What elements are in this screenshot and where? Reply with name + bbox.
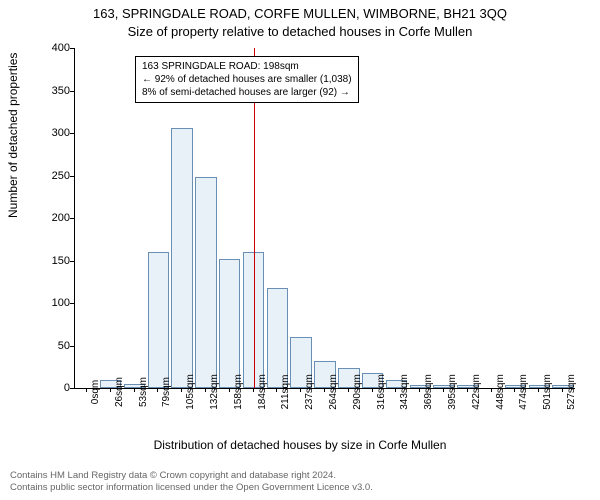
- annotation-line: 163 SPRINGDALE ROAD: 198sqm: [142, 60, 352, 73]
- x-tick-label: 237sqm: [304, 374, 315, 410]
- footer-line-1: Contains HM Land Registry data © Crown c…: [10, 470, 373, 482]
- x-tick-mark: [276, 388, 277, 392]
- x-tick-mark: [348, 388, 349, 392]
- x-tick-mark: [324, 388, 325, 392]
- y-tick-label: 200: [52, 212, 70, 224]
- x-tick-label: 0sqm: [90, 380, 101, 404]
- x-tick-label: 211sqm: [280, 375, 291, 410]
- footer-line-2: Contains public sector information licen…: [10, 482, 373, 494]
- x-tick-label: 158sqm: [233, 374, 244, 410]
- chart-subtitle: Size of property relative to detached ho…: [0, 24, 600, 39]
- x-tick-mark: [514, 388, 515, 392]
- y-tick-label: 150: [52, 255, 70, 267]
- x-tick-mark: [253, 388, 254, 392]
- y-tick-label: 100: [52, 297, 70, 309]
- x-tick-mark: [395, 388, 396, 392]
- x-tick-mark: [181, 388, 182, 392]
- x-axis-label: Distribution of detached houses by size …: [0, 438, 600, 452]
- x-tick-mark: [110, 388, 111, 392]
- x-tick-label: 395sqm: [447, 374, 458, 410]
- x-tick-label: 105sqm: [185, 374, 196, 410]
- y-tick-label: 400: [52, 42, 70, 54]
- annotation-line: ← 92% of detached houses are smaller (1,…: [142, 73, 352, 86]
- x-tick-mark: [86, 388, 87, 392]
- x-tick-label: 369sqm: [423, 374, 434, 410]
- x-tick-label: 448sqm: [495, 374, 506, 410]
- x-tick-mark: [491, 388, 492, 392]
- annotation-line: 8% of semi-detached houses are larger (9…: [142, 86, 352, 99]
- x-tick-mark: [205, 388, 206, 392]
- y-tick-label: 250: [52, 170, 70, 182]
- x-tick-mark: [229, 388, 230, 392]
- x-tick-label: 26sqm: [114, 377, 125, 407]
- x-tick-label: 132sqm: [209, 374, 220, 410]
- x-tick-label: 79sqm: [161, 377, 172, 407]
- x-tick-label: 290sqm: [352, 374, 363, 410]
- x-tick-mark: [467, 388, 468, 392]
- x-tick-mark: [443, 388, 444, 392]
- x-tick-label: 343sqm: [399, 374, 410, 410]
- x-tick-mark: [157, 388, 158, 392]
- x-tick-mark: [300, 388, 301, 392]
- x-tick-mark: [134, 388, 135, 392]
- histogram-bar: [148, 252, 169, 388]
- footer-attribution: Contains HM Land Registry data © Crown c…: [10, 470, 373, 494]
- histogram-bar: [219, 259, 240, 388]
- plot-area: 163 SPRINGDALE ROAD: 198sqm← 92% of deta…: [74, 48, 575, 389]
- chart-container: 163, SPRINGDALE ROAD, CORFE MULLEN, WIMB…: [0, 0, 600, 500]
- histogram-bar: [171, 128, 192, 388]
- histogram-bar: [195, 177, 216, 388]
- y-tick-label: 50: [58, 340, 70, 352]
- chart-title-address: 163, SPRINGDALE ROAD, CORFE MULLEN, WIMB…: [0, 6, 600, 21]
- x-tick-mark: [419, 388, 420, 392]
- y-tick-label: 300: [52, 127, 70, 139]
- x-tick-label: 501sqm: [542, 374, 553, 410]
- annotation-box: 163 SPRINGDALE ROAD: 198sqm← 92% of deta…: [135, 56, 359, 103]
- y-axis-label: Number of detached properties: [6, 53, 20, 218]
- x-tick-label: 53sqm: [138, 377, 149, 407]
- histogram-bar: [267, 288, 288, 388]
- x-tick-mark: [372, 388, 373, 392]
- x-tick-label: 474sqm: [518, 374, 529, 410]
- y-tick-label: 350: [52, 85, 70, 97]
- x-tick-mark: [562, 388, 563, 392]
- x-tick-label: 264sqm: [328, 374, 339, 410]
- x-tick-label: 316sqm: [376, 374, 387, 410]
- x-tick-label: 527sqm: [566, 374, 577, 410]
- x-tick-mark: [538, 388, 539, 392]
- x-tick-label: 422sqm: [471, 374, 482, 410]
- x-tick-label: 184sqm: [257, 374, 268, 410]
